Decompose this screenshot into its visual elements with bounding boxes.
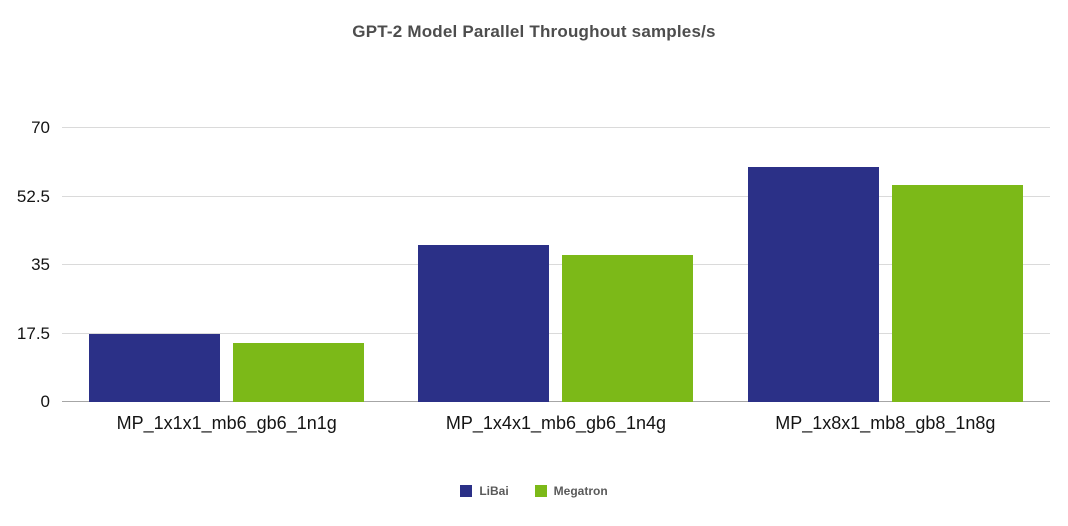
bar-libai [89,333,221,402]
bar-megatron [233,343,365,402]
legend-swatch [534,485,547,497]
gridline [62,195,1050,197]
legend-label: LiBai [479,484,509,498]
x-axis-labels: MP_1x1x1_mb6_gb6_1n1g MP_1x4x1_mb6_gb6_1n… [62,413,1050,434]
y-tick-label: 35 [31,255,50,274]
y-tick-label: 0 [40,392,50,411]
bar-libai [747,167,879,402]
bar-group [391,128,720,402]
x-category-label: MP_1x4x1_mb6_gb6_1n4g [445,413,667,433]
gridline [62,332,1050,334]
gridline [62,264,1050,265]
bar-megatron [562,255,694,402]
chart-title: GPT-2 Model Parallel Throughout samples/… [352,22,716,41]
bar-libai [418,245,550,402]
plot-area [62,127,1050,402]
bar-megatron [891,184,1023,402]
x-category-label: MP_1x1x1_mb6_gb6_1n1g [116,413,337,433]
y-tick-label: 70 [31,118,50,137]
y-tick-label: 17.5 [16,323,50,343]
legend-label: Megatron [553,484,608,498]
legend-item-libai: LiBai [460,484,509,498]
bar-group [62,128,391,402]
x-category-label: MP_1x8x1_mb8_gb8_1n8g [775,413,996,433]
bar-group [721,128,1050,402]
y-tick-label: 52.5 [16,186,50,206]
legend-item-megatron: Megatron [534,484,608,498]
y-axis-ticks: 0 17.5 35 52.5 70 [0,118,50,411]
x-axis-baseline [62,401,1050,402]
legend: LiBai Megatron [0,484,1068,498]
legend-swatch [460,485,473,497]
gridline [62,127,1050,128]
bar-groups [62,128,1050,402]
